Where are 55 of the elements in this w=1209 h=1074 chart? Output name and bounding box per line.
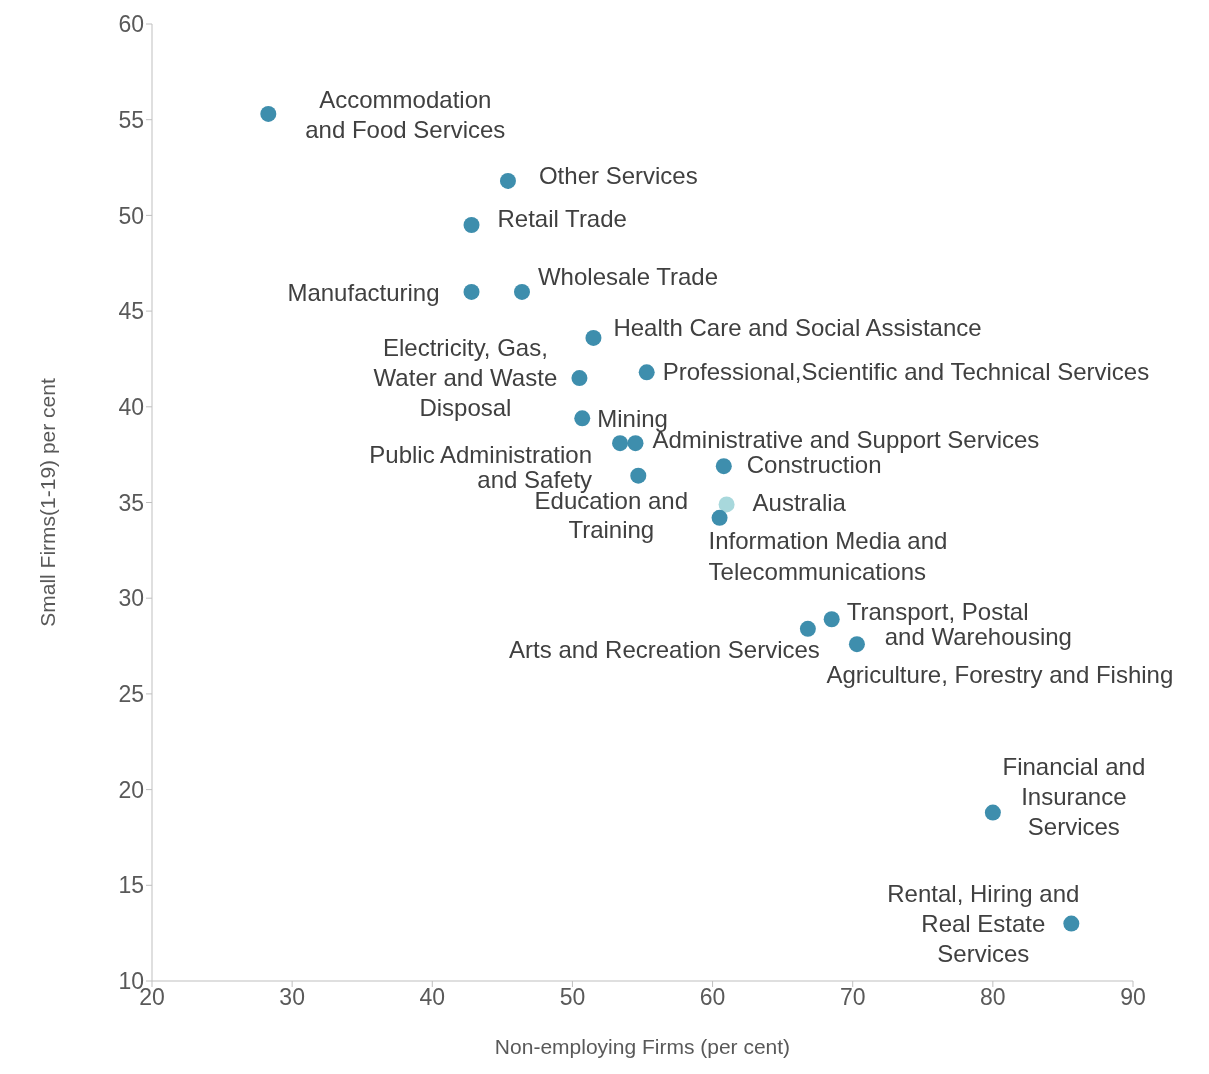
y-tick-label: 25 [118, 681, 144, 708]
y-tick-label: 15 [118, 872, 144, 899]
series-label: Construction [746, 450, 882, 478]
point [630, 467, 647, 484]
series-label: Accommodation and Food Services [305, 85, 506, 143]
point [499, 172, 516, 189]
y-tick-label: 50 [118, 202, 144, 229]
point [574, 410, 591, 427]
point [627, 435, 644, 452]
y-tick-label: 55 [118, 106, 144, 133]
point [612, 435, 629, 452]
y-tick-label: 45 [118, 298, 144, 325]
series-label: Information Media and Telecommunications [708, 526, 948, 585]
y-tick-label: 35 [118, 489, 144, 516]
series-label: Australia [752, 488, 847, 516]
point [715, 458, 732, 475]
point [984, 804, 1001, 821]
series-label: Financial and Insurance Services [1002, 752, 1146, 840]
point [638, 364, 655, 381]
x-axis-title: Non-employing Firms (per cent) [494, 1035, 791, 1058]
point [1063, 915, 1080, 932]
series-label: Manufacturing [287, 278, 440, 306]
point [585, 329, 602, 346]
y-tick-label: 60 [118, 11, 144, 38]
point [799, 620, 816, 637]
x-tick-label: 80 [980, 984, 1006, 1011]
point [513, 283, 530, 300]
x-tick-label: 90 [1120, 984, 1146, 1011]
point [848, 636, 865, 653]
y-tick-label: 20 [118, 776, 144, 803]
y-axis-title: Small Firms(1-19) per cent [36, 378, 60, 627]
point [571, 370, 588, 387]
x-tick-label: 60 [699, 984, 726, 1011]
series-label: Arts and Recreation Services [509, 635, 820, 663]
series-label: Health Care and Social Assistance [613, 313, 982, 341]
series-label: Rental, Hiring and Real Estate Services [887, 879, 1080, 967]
x-tick-label: 50 [559, 984, 586, 1011]
series-label: Professional,Scientific and Technical Services [662, 357, 1150, 385]
x-tick-label: 30 [279, 984, 305, 1011]
series-label: Transport, Postal and Warehousing [846, 597, 1072, 650]
y-tick-label: 40 [118, 393, 144, 420]
x-tick-label: 40 [419, 984, 446, 1011]
point [463, 216, 480, 233]
series-label: Agriculture, Forestry and Fishing [826, 660, 1174, 688]
point [260, 105, 277, 122]
point [463, 283, 480, 300]
x-tick-label: 70 [839, 984, 866, 1011]
point [711, 509, 728, 526]
series-label: Retail Trade [497, 204, 627, 232]
series-label: Other Services [538, 161, 698, 189]
point [718, 496, 735, 513]
series-label: Electricity, Gas, Water and Waste Disposal [373, 333, 558, 421]
series-label: Wholesale Trade [537, 262, 719, 290]
point [823, 611, 840, 628]
y-tick-label: 30 [118, 585, 144, 612]
